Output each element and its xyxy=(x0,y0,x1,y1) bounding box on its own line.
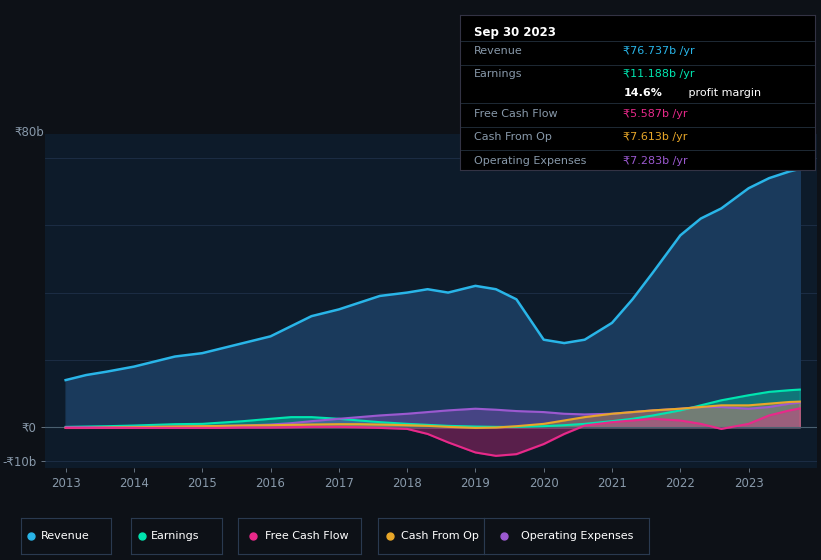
Text: Earnings: Earnings xyxy=(475,69,523,79)
Text: ₹7.283b /yr: ₹7.283b /yr xyxy=(623,156,688,166)
Text: ₹80b: ₹80b xyxy=(15,126,44,139)
Text: Sep 30 2023: Sep 30 2023 xyxy=(475,26,556,39)
Text: ₹5.587b /yr: ₹5.587b /yr xyxy=(623,109,688,119)
Text: Operating Expenses: Operating Expenses xyxy=(521,531,633,541)
Text: profit margin: profit margin xyxy=(686,87,762,97)
Text: ₹76.737b /yr: ₹76.737b /yr xyxy=(623,46,695,55)
Text: Free Cash Flow: Free Cash Flow xyxy=(475,109,557,119)
Text: Revenue: Revenue xyxy=(40,531,89,541)
Text: Cash From Op: Cash From Op xyxy=(475,133,552,142)
Text: Earnings: Earnings xyxy=(151,531,200,541)
Text: ₹11.188b /yr: ₹11.188b /yr xyxy=(623,69,695,79)
Text: Free Cash Flow: Free Cash Flow xyxy=(265,531,349,541)
Text: Operating Expenses: Operating Expenses xyxy=(475,156,586,166)
Text: 14.6%: 14.6% xyxy=(623,87,663,97)
Text: Cash From Op: Cash From Op xyxy=(401,531,479,541)
Text: Revenue: Revenue xyxy=(475,46,523,55)
Text: ₹7.613b /yr: ₹7.613b /yr xyxy=(623,133,688,142)
